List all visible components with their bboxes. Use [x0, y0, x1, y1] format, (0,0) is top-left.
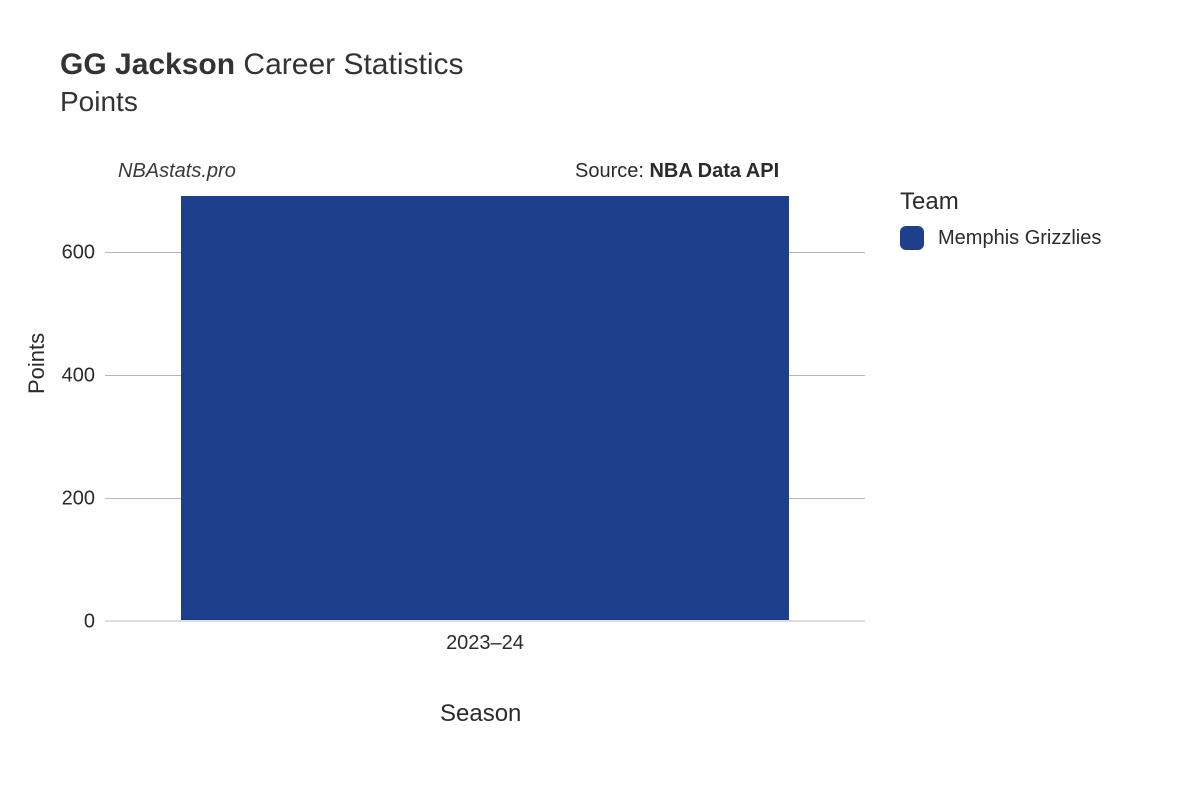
title-rest: Career Statistics	[243, 48, 463, 81]
baseline	[105, 620, 865, 622]
plot-inner: 02004006002023–24	[105, 192, 865, 622]
player-name: GG Jackson	[60, 48, 235, 81]
x-axis-label: Season	[440, 700, 521, 728]
chart-subtitle: Points	[60, 86, 464, 118]
source-attribution: Source: NBA Data API	[575, 160, 779, 183]
source-label: Source:	[575, 160, 649, 182]
source-value: NBA Data API	[649, 160, 779, 182]
y-tick-label: 400	[35, 365, 95, 388]
legend-label: Memphis Grizzlies	[938, 227, 1101, 250]
x-tick-label: 2023–24	[446, 632, 524, 655]
plot-area: 02004006002023–24	[105, 192, 865, 622]
legend-title: Team	[900, 188, 1101, 216]
y-tick-label: 0	[35, 611, 95, 634]
bar	[181, 196, 789, 620]
y-tick-label: 200	[35, 488, 95, 511]
legend-item: Memphis Grizzlies	[900, 226, 1101, 250]
legend: Team Memphis Grizzlies	[900, 188, 1101, 250]
title-block: GG Jackson Career Statistics Points	[60, 48, 464, 118]
y-tick-label: 600	[35, 242, 95, 265]
chart-container: GG Jackson Career Statistics Points NBAs…	[0, 0, 1200, 800]
legend-swatch	[900, 226, 924, 250]
watermark-text: NBAstats.pro	[118, 160, 236, 183]
legend-items: Memphis Grizzlies	[900, 226, 1101, 250]
chart-title: GG Jackson Career Statistics	[60, 48, 464, 82]
